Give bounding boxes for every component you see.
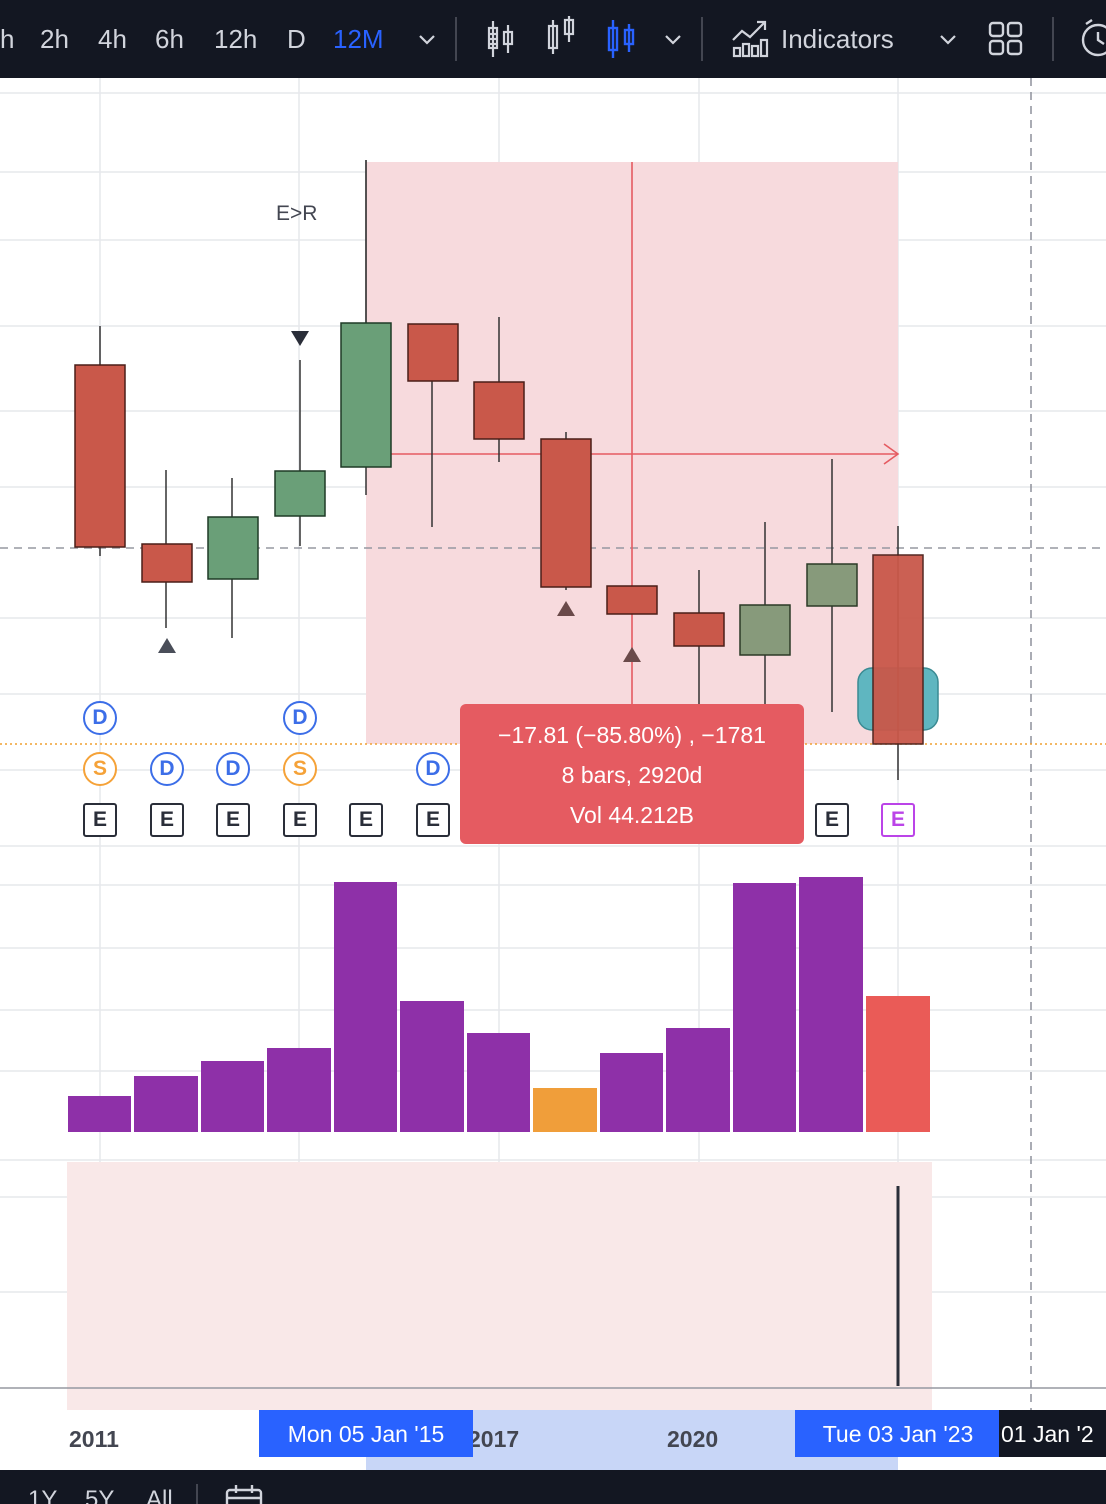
time-axis[interactable]: 2011 2017 2020 Mon 05 Jan '15 Tue 03 Jan… [0,1410,1106,1470]
interval-2h[interactable]: 2h [40,24,69,54]
chart-type-chevron-icon[interactable] [662,28,684,50]
volume-bar [600,1053,663,1132]
dividend-marker[interactable]: D [150,752,184,786]
measure-tooltip: −17.81 (−85.80%) , −1781 8 bars, 2920d V… [460,704,804,844]
range-5y-button[interactable]: 5Y [85,1486,115,1504]
candle-2016[interactable] [407,323,459,382]
volume-bar [467,1033,530,1132]
range-end-date: Tue 03 Jan '23 [795,1410,1001,1457]
candle-2021[interactable] [739,604,791,656]
range-1y-button[interactable]: 1Y [28,1486,58,1504]
alarm-clock-icon[interactable] [1078,18,1106,60]
calendar-icon[interactable] [224,1484,264,1504]
dividend-marker[interactable]: D [83,701,117,735]
candle-2013[interactable] [207,516,259,580]
volume-bar [799,877,863,1132]
layout-grid-icon[interactable] [988,21,1024,57]
interval-1d[interactable]: D [287,24,306,54]
split-marker[interactable]: S [283,752,317,786]
split-marker[interactable]: S [83,752,117,786]
candle-2012[interactable] [141,543,193,583]
earnings-marker[interactable]: E [815,803,849,837]
measure-arrow-head-icon [883,443,900,465]
earnings-marker-selected[interactable]: E [881,803,915,837]
dividend-marker[interactable]: D [283,701,317,735]
measure-bars: 8 bars, 2920d [561,762,703,788]
lower-pane-range-highlight [67,1162,932,1410]
candle-2017[interactable] [473,381,525,440]
axis-label-2020: 2020 [667,1426,719,1452]
interval-12h[interactable]: 12h [214,24,258,54]
dividend-marker[interactable]: D [416,752,450,786]
buy-triangle-icon [158,638,176,653]
candle-2020[interactable] [673,612,725,647]
interval-12m[interactable]: 12M [333,24,384,54]
hollow-candles-chart-icon[interactable] [605,16,637,62]
volume-bar [666,1028,730,1132]
toolbar-divider [455,17,457,61]
volume-bars [68,877,930,1132]
buy-triangle-icon [623,647,641,662]
volume-bar [866,996,930,1132]
indicators-button[interactable]: Indicators [781,24,894,54]
bars-chart-icon[interactable] [484,18,518,60]
earnings-marker[interactable]: E [416,803,450,837]
volume-bar [533,1088,597,1132]
indicators-icon[interactable] [731,18,769,58]
candle-2019[interactable] [606,585,658,615]
volume-bar [334,882,397,1132]
measure-change: −17.81 (−85.80%) , −1781 [498,722,766,748]
axis-label-2017: 2017 [468,1426,520,1452]
interval-6h[interactable]: 6h [155,24,184,54]
volume-bar [68,1096,131,1132]
axis-label-2011: 2011 [69,1426,119,1452]
range-all-button[interactable]: All [146,1486,173,1504]
toolbar-divider [701,17,703,61]
volume-bar [134,1076,198,1132]
earnings-marker[interactable]: E [349,803,383,837]
interval-4h[interactable]: 4h [98,24,127,54]
candles-chart-icon[interactable] [545,14,577,58]
volume-bar [400,1001,464,1132]
annotation-label: E>R [276,202,318,225]
buy-triangle-icon [557,601,575,616]
dividend-marker[interactable]: D [216,752,250,786]
measure-volume: Vol 44.212B [569,802,695,828]
candle-2015[interactable] [340,322,392,468]
earnings-marker[interactable]: E [216,803,250,837]
sell-triangle-icon [291,331,309,346]
interval-dropdown-chevron-icon[interactable] [416,28,438,50]
volume-bar [267,1048,331,1132]
toolbar-divider [1052,17,1054,61]
candles [74,160,939,780]
earnings-marker[interactable]: E [83,803,117,837]
candle-2023[interactable] [872,554,924,745]
candle-2014[interactable] [274,470,326,517]
earnings-marker[interactable]: E [283,803,317,837]
candle-2018[interactable] [540,438,592,588]
volume-bar [733,883,796,1132]
toolbar-divider [196,1484,198,1504]
candle-2022[interactable] [806,563,858,607]
candle-2011[interactable] [74,364,126,548]
volume-bar [201,1061,264,1132]
range-start-date: Mon 05 Jan '15 [259,1410,473,1457]
top-toolbar: h 2h 4h 6h 12h D 12M Indicators [0,0,1106,78]
price-chart[interactable] [0,78,1106,1410]
earnings-marker[interactable]: E [150,803,184,837]
indicators-chevron-icon[interactable] [937,28,959,50]
interval-1h[interactable]: h [0,24,15,54]
crosshair-date: 01 Jan '2 [999,1410,1106,1457]
bottom-toolbar: 1Y 5Y All [0,1470,1106,1504]
